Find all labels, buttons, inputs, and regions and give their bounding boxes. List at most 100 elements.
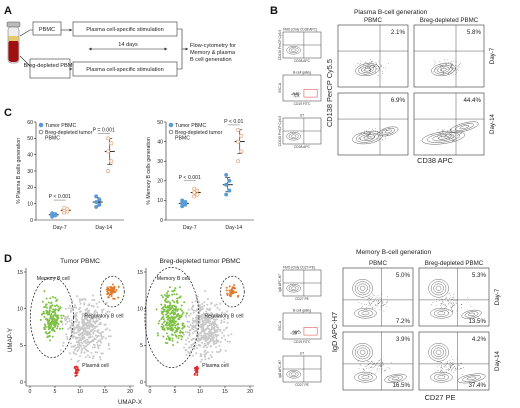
event-dot	[455, 367, 456, 369]
event-dot	[457, 68, 458, 70]
event-dot	[368, 67, 370, 68]
event-dot	[452, 310, 453, 312]
background-cell	[210, 335, 212, 338]
event-dot	[386, 129, 387, 131]
event-dot	[374, 362, 375, 364]
background-cell	[87, 304, 90, 307]
event-dot	[296, 333, 298, 335]
data-point	[224, 172, 229, 177]
event-dot	[293, 334, 295, 335]
background-cell	[72, 345, 75, 348]
event-dot	[365, 137, 367, 139]
event-dot	[454, 299, 455, 301]
event-dot	[459, 368, 461, 369]
background-cell	[206, 316, 209, 319]
event-dot	[374, 299, 376, 301]
event-dot	[293, 92, 295, 94]
event-dot	[446, 296, 448, 298]
memory-cell	[168, 339, 171, 341]
plasma-gate-percent: 44.4%	[463, 97, 481, 104]
category-label: Day-14	[95, 225, 112, 231]
event-dot	[451, 362, 452, 364]
memory-cell	[171, 327, 174, 330]
background-cell	[89, 325, 91, 328]
background-cell	[62, 344, 64, 347]
background-cell	[78, 325, 81, 328]
background-cell	[207, 320, 209, 323]
data-point	[106, 136, 111, 141]
gating-x-label: CD38 APC	[294, 59, 311, 63]
background-cell	[199, 304, 201, 307]
event-dot	[360, 63, 362, 64]
event-dot	[458, 365, 460, 367]
data-point	[183, 200, 188, 204]
memory-cell	[46, 318, 49, 321]
event-dot	[377, 68, 379, 70]
event-dot	[441, 311, 443, 312]
event-dot	[290, 332, 292, 333]
background-cell	[214, 318, 217, 321]
background-cell	[88, 312, 91, 315]
background-cell	[80, 347, 83, 350]
event-dot	[445, 137, 447, 139]
background-cell	[74, 304, 77, 307]
event-dot	[439, 132, 441, 133]
background-cell	[185, 349, 188, 351]
gating-x-label: CD27 PE	[295, 383, 310, 387]
memory-cell	[168, 286, 171, 289]
event-dot	[375, 134, 377, 136]
background-cell	[78, 336, 81, 339]
memory-cell	[56, 298, 59, 301]
event-dot	[374, 66, 375, 68]
event-dot	[449, 364, 451, 366]
event-dot	[380, 365, 382, 367]
event-dot	[357, 360, 359, 361]
stim-label-2: Plasma cell-specific stimulation	[86, 67, 163, 73]
event-dot	[377, 363, 378, 365]
memory-cell	[173, 322, 176, 325]
background-cell	[102, 335, 105, 338]
event-dot	[298, 330, 300, 332]
event-dot	[451, 68, 452, 69]
background-cell	[101, 311, 104, 314]
event-dot	[447, 138, 449, 139]
background-cell	[215, 329, 218, 332]
event-dot	[437, 366, 438, 368]
event-dot	[370, 299, 372, 300]
event-dot	[378, 61, 380, 63]
event-dot	[377, 362, 379, 364]
outcome-line3: B cell generation	[190, 57, 232, 63]
background-cell	[190, 339, 193, 341]
umap-title-right: Breg-depleted tumor PBMC	[160, 258, 241, 265]
event-dot	[440, 370, 441, 372]
event-dot	[381, 365, 383, 366]
background-cell	[226, 310, 229, 313]
event-dot	[441, 361, 443, 363]
regulatory-cell	[105, 288, 108, 291]
event-dot	[454, 68, 456, 70]
background-cell	[205, 335, 208, 338]
event-dot	[440, 66, 442, 67]
memory-cell	[161, 307, 164, 310]
contour-line	[457, 373, 486, 384]
background-cell	[189, 323, 192, 326]
event-dot	[372, 364, 373, 365]
background-cell	[66, 338, 69, 340]
memory-cell	[51, 296, 54, 298]
event-dot	[377, 131, 379, 132]
legend-label-tumor: Tumor PBMC	[45, 123, 76, 129]
event-dot	[445, 364, 447, 366]
event-dot	[443, 304, 445, 306]
panel-a-label: A	[4, 5, 12, 17]
background-cell	[99, 332, 102, 335]
data-point	[192, 190, 197, 195]
event-dot	[295, 94, 297, 95]
event-dot	[294, 93, 295, 95]
event-dot	[292, 332, 294, 334]
memory-cell	[165, 313, 168, 316]
event-dot	[450, 137, 451, 139]
contour-line	[288, 285, 299, 292]
background-cell	[189, 312, 192, 315]
event-dot	[377, 135, 379, 136]
memory-cell	[179, 295, 182, 298]
